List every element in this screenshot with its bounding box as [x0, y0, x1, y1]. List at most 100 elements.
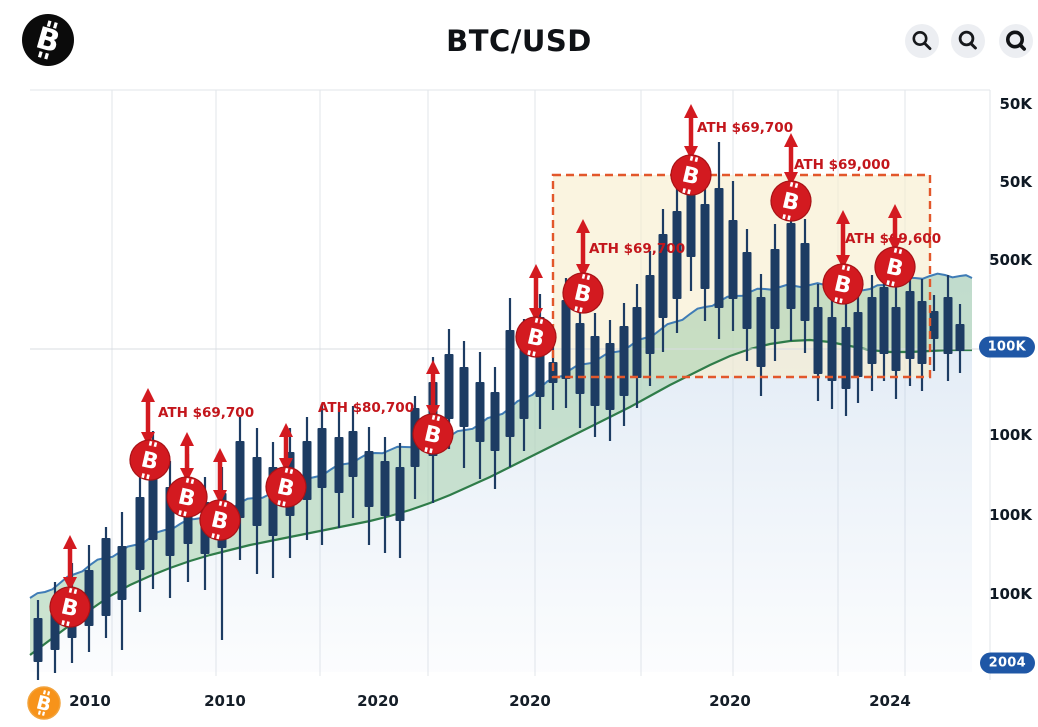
btc-marker: B: [166, 476, 208, 518]
bitcoin-symbol: B: [422, 421, 444, 449]
candlestick: [645, 251, 655, 386]
candlestick: [459, 341, 469, 468]
candlestick: [334, 412, 344, 528]
candlestick: [619, 303, 629, 426]
y-axis-label: 50K: [999, 95, 1033, 113]
btc-marker: B: [874, 246, 916, 288]
price-arrow: [141, 388, 155, 446]
price-arrow: [279, 423, 293, 472]
price-arrow: [529, 264, 543, 322]
x-axis-label: 2010: [69, 692, 111, 710]
candlestick: [364, 427, 374, 545]
candlestick: [714, 142, 724, 339]
magnifier-icon: [1006, 30, 1027, 51]
y-axis-label: 500K: [989, 251, 1032, 269]
price-arrow: [213, 448, 227, 504]
y-axis-label: 100K: [989, 585, 1032, 603]
candlestick: [742, 229, 752, 361]
y-axis-label: 50K: [999, 173, 1033, 191]
candlestick: [235, 417, 245, 560]
zoom-button[interactable]: [951, 24, 985, 58]
candlestick: [101, 527, 111, 638]
zoom-bold-button[interactable]: [999, 24, 1033, 58]
candlestick: [786, 199, 796, 341]
candlestick: [943, 275, 953, 381]
x-axis-label: 2020: [509, 692, 551, 710]
price-arrow: [836, 210, 850, 269]
price-arrow: [888, 204, 902, 252]
page-title: BTC/USD: [446, 24, 592, 58]
candlestick: [348, 406, 358, 518]
bitcoin-symbol: B: [884, 254, 906, 282]
btc-marker: B: [822, 263, 864, 305]
x-axis-label: 2020: [709, 692, 751, 710]
price-arrow: [426, 360, 440, 419]
price-arrow: [63, 535, 77, 591]
candlestick: [490, 367, 500, 489]
candlestick: [770, 224, 780, 361]
y-axis-pill-label: 100K: [978, 336, 1035, 358]
candlestick: [33, 600, 43, 680]
y-axis-pill-label: 2004: [979, 652, 1035, 674]
bitcoin-symbol: B: [275, 474, 297, 502]
candlestick: [905, 269, 915, 386]
candlestick: [658, 209, 668, 352]
btc-marker: B: [562, 272, 604, 314]
price-arrow: [576, 219, 590, 278]
candlestick: [135, 468, 145, 612]
ath-annotation: ATH $69,000: [794, 157, 890, 173]
price-arrow: [784, 133, 798, 186]
candlestick: [395, 443, 405, 558]
candlestick: [827, 294, 837, 409]
magnifier-icon: [958, 30, 977, 50]
bitcoin-symbol: B: [139, 447, 161, 475]
bitcoin-symbol: B: [209, 507, 231, 535]
bitcoin-symbol: B: [59, 594, 81, 622]
candlestick: [700, 179, 710, 321]
bitcoin-symbol: B: [780, 188, 802, 216]
btc-marker: B: [265, 466, 307, 508]
btc-marker: B: [515, 316, 557, 358]
btc-marker: B: [770, 180, 812, 222]
ath-annotation: ATH $69,700: [697, 120, 793, 136]
bitcoin-symbol: B: [176, 484, 198, 512]
ma-line-green: [29, 338, 972, 656]
candlestick: [475, 352, 485, 479]
price-arrow: [684, 104, 698, 160]
candlestick: [672, 187, 682, 333]
candlestick: [813, 284, 823, 401]
candlestick: [590, 313, 600, 437]
x-axis-label: 2010: [204, 692, 246, 710]
search-button[interactable]: [905, 24, 939, 58]
y-axis-label: 100K: [989, 426, 1032, 444]
candlestick: [929, 295, 939, 371]
bitcoin-coin-icon: B: [27, 686, 61, 720]
price-arrow: [180, 432, 194, 482]
candlestick: [800, 219, 810, 353]
btc-marker: B: [412, 413, 454, 455]
candlestick: [117, 512, 127, 650]
bitcoin-symbol: B: [572, 280, 594, 308]
x-axis-label: 2024: [869, 692, 911, 710]
ath-highlight-box: [551, 173, 932, 379]
candlestick: [841, 304, 851, 416]
btc-marker: B: [129, 439, 171, 481]
btc-marker: B: [199, 499, 241, 541]
candlestick: [955, 304, 965, 373]
y-axis-label: 100K: [989, 506, 1032, 524]
candlestick: [505, 298, 515, 467]
candlestick: [380, 437, 390, 553]
magnifier-icon: [912, 31, 932, 51]
x-axis-label: 2020: [357, 692, 399, 710]
ma-band: [30, 273, 972, 655]
candlestick: [867, 275, 877, 391]
ath-annotation: ATH $80,700: [318, 400, 414, 416]
candlestick: [632, 284, 642, 408]
bitcoin-symbol: B: [34, 692, 53, 717]
candlestick: [917, 279, 927, 391]
candlestick: [853, 289, 863, 403]
candlestick: [728, 181, 738, 331]
bitcoin-symbol: B: [832, 271, 854, 299]
